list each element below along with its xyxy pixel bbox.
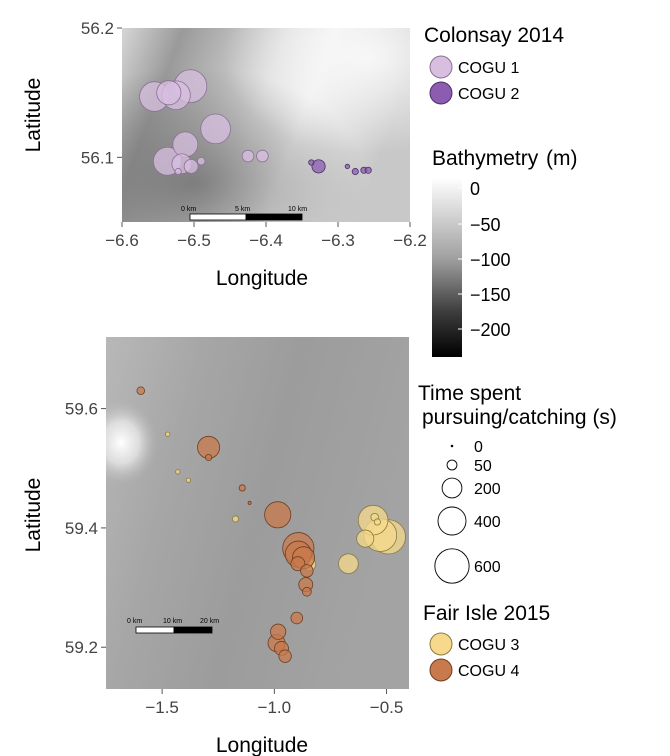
data-point [344,163,350,170]
data-point [185,477,191,483]
data-point [338,553,359,575]
y-tick-label: 56.1 [81,148,114,167]
y-axis-label: Latitude [22,478,45,553]
size-legend-circle [446,459,458,471]
y-tick-label: 59.2 [65,638,98,657]
size-legend-label: 0 [474,439,483,456]
scale-label: 20 km [200,618,219,625]
bathymetry-legend: Bathymetry (m) 0 −50 −100 −150 −200 [432,147,577,357]
data-point [136,386,146,395]
size-legend-label: 200 [474,481,501,498]
colorbar-label: −50 [470,215,501,235]
data-point [373,518,381,526]
data-point [156,80,182,106]
data-point [278,649,292,663]
y-axis-label: Latitude [22,78,45,153]
data-point [238,484,246,492]
colonsay-legend: Colonsay 2014 COGU 1 COGU 2 [424,24,564,105]
data-point [356,529,375,548]
y-tick-label: 59.6 [65,400,98,419]
x-tick-label: −6.6 [105,231,139,250]
scale-label: 0 km [181,206,196,213]
colorbar-label: −150 [470,285,511,305]
x-axis-label: Longitude [216,267,308,290]
legend-swatch-cogu4 [429,658,453,682]
colonsay-scale-bar: 0 km 5 km 10 km [181,206,307,221]
legend-swatch-cogu3 [429,632,453,656]
x-tick-label: −6.3 [321,231,355,250]
colonsay-map: 0 km 5 km 10 km −6.6 −6.5 −6.4 −6.3 −6.2 56.1… [22,19,427,290]
size-legend: Time spent pursuing/catching (s) 0 50 200 4… [418,382,617,584]
data-point [174,168,182,176]
data-point [183,158,199,174]
legend-label: COGU 3 [458,637,519,654]
size-legend-circle [441,477,463,499]
scale-label: 10 km [288,206,307,213]
data-point [308,159,315,166]
legend-title: Fair Isle 2015 [423,602,550,625]
size-legend-circle [434,548,470,584]
x-tick-label: −1.5 [145,698,179,717]
data-point [196,156,206,166]
fair-isle-legend: Fair Isle 2015 COGU 3 COGU 4 [423,602,550,682]
bathymetry-title: Bathymetry [432,147,539,170]
data-point [302,586,312,597]
data-point [270,623,287,640]
scale-label: 5 km [235,206,250,213]
data-point [256,149,269,163]
size-legend-label: 50 [474,458,492,475]
colorbar-label: −200 [470,320,511,340]
fair-isle-map: 0 km 10 km 20 km −1.5 −1.0 −0.5 59.2 59.4 59.… [22,337,409,756]
data-point [351,168,359,176]
data-point [290,611,304,625]
colorbar-label: 0 [470,179,480,199]
size-legend-title: pursuing/catching (s) [422,406,617,429]
data-point [172,131,199,158]
fair-isle-scale-bar: 0 km 10 km 20 km [127,618,219,634]
size-legend-circle [437,506,467,536]
y-tick-label: 56.2 [81,19,114,38]
data-point [241,149,255,163]
data-point [247,500,252,505]
scale-label: 0 km [127,618,142,625]
legend-swatch-cogu1 [429,55,453,79]
bathymetry-unit: (m) [546,147,577,170]
x-tick-label: −6.5 [177,231,211,250]
legend-swatch-cogu2 [429,81,453,105]
data-point [311,159,326,174]
data-point [175,469,181,475]
scale-label: 10 km [163,618,182,625]
size-legend-title: Time spent [418,382,521,405]
size-legend-label: 400 [474,514,501,531]
data-point [264,501,292,529]
data-point [200,113,231,145]
legend-label: COGU 4 [458,663,519,680]
legend-label: COGU 2 [458,86,519,103]
x-axis-label: Longitude [216,734,308,756]
data-point [165,431,171,437]
bathymetry-colorbar [432,178,462,357]
x-tick-label: −6.2 [393,231,427,250]
colorbar-label: −100 [470,250,511,270]
data-point [300,564,314,578]
x-tick-label: −0.5 [370,698,404,717]
data-point [205,453,213,462]
legend-title: Colonsay 2014 [424,24,564,47]
size-legend-label: 600 [474,559,501,576]
data-point [364,166,372,174]
x-tick-label: −6.4 [249,231,283,250]
data-point [231,515,240,523]
y-tick-label: 59.4 [65,519,98,538]
size-legend-circle [450,444,454,448]
legend-label: COGU 1 [458,60,519,77]
x-tick-label: −1.0 [258,698,292,717]
